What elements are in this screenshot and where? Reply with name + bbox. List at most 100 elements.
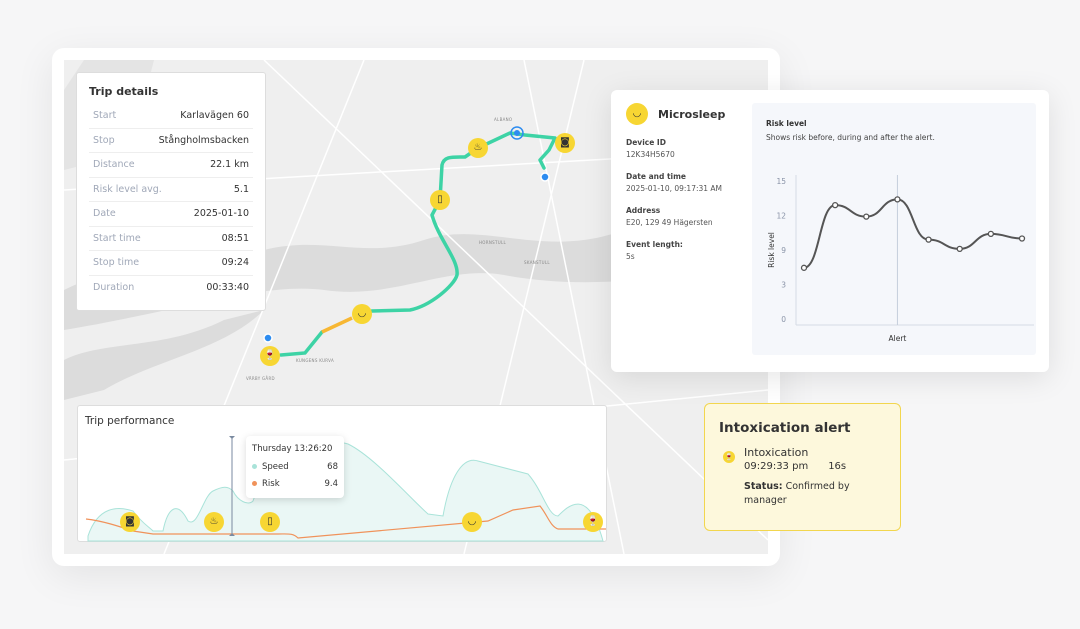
risk-panel-title: Risk level bbox=[766, 119, 807, 128]
risk-data-point bbox=[800, 264, 808, 271]
trip-detail-row: Stop time 09:24 bbox=[89, 251, 253, 276]
current-location-icon bbox=[510, 126, 524, 140]
row-label: Stop bbox=[93, 134, 115, 146]
camera-blocked-icon[interactable]: ◙ bbox=[120, 512, 140, 532]
field-label: Date and time bbox=[626, 172, 687, 181]
row-value: 22.1 km bbox=[210, 159, 249, 171]
field-label: Device ID bbox=[626, 138, 666, 147]
row-value: 09:24 bbox=[221, 257, 249, 269]
y-axis-label: Risk level bbox=[767, 232, 776, 268]
field-value: 12K34H5670 bbox=[626, 150, 675, 159]
speed-value: 68 bbox=[327, 462, 338, 472]
row-label: Distance bbox=[93, 159, 135, 171]
field-value: E20, 129 49 Hägersten bbox=[626, 218, 713, 227]
y-tick-label: 12 bbox=[776, 212, 786, 221]
y-tick-label: 9 bbox=[781, 246, 786, 255]
event-duration: 16s bbox=[828, 461, 847, 472]
route-risk-segment bbox=[321, 316, 353, 334]
smoking-icon[interactable]: ♨ bbox=[468, 138, 488, 158]
row-label: Start bbox=[93, 110, 117, 122]
row-label: Stop time bbox=[93, 257, 140, 269]
row-label: Start time bbox=[93, 232, 141, 244]
status-label: Status: bbox=[744, 481, 783, 492]
row-value: 00:33:40 bbox=[206, 282, 249, 294]
trip-detail-row: Risk level avg. 5.1 bbox=[89, 178, 253, 202]
row-label: Date bbox=[93, 208, 116, 220]
row-value: 2025-01-10 bbox=[193, 208, 249, 220]
smoking-icon[interactable]: ♨ bbox=[204, 512, 224, 532]
trip-detail-row: Duration 00:33:40 bbox=[89, 276, 253, 301]
risk-data-point bbox=[894, 196, 901, 203]
route-main bbox=[370, 131, 557, 313]
risk-data-point bbox=[1018, 235, 1026, 242]
cursor-line bbox=[229, 436, 235, 536]
trip-detail-row: Start Karlavägen 60 bbox=[89, 104, 253, 129]
risk-level-panel: Risk level Shows risk before, during and… bbox=[752, 103, 1036, 355]
risk-data-point bbox=[956, 245, 963, 253]
speed-area bbox=[87, 441, 604, 542]
end-point bbox=[540, 172, 550, 182]
map-label: SKANSTULL bbox=[524, 260, 550, 265]
intoxication-alert-card: Intoxication alert 🍷 Intoxication 09:29:… bbox=[704, 403, 901, 531]
route-start-segment bbox=[279, 330, 324, 357]
speed-label: Speed bbox=[262, 462, 289, 472]
microsleep-card: ◡ Microsleep Device ID 12K34H5670 Date and … bbox=[611, 90, 1049, 372]
trip-detail-row: Start time 08:51 bbox=[89, 227, 253, 251]
speed-legend-dot bbox=[252, 464, 257, 469]
detail-field: Event length: 5s bbox=[626, 240, 683, 261]
trip-performance-panel: Trip performance ◙ ♨ ▯ ◡ 🍷 Thursday 13:2… bbox=[77, 405, 607, 542]
detail-field: Date and time 2025-01-10, 09:17:31 AM bbox=[626, 172, 722, 193]
trip-performance-title: Trip performance bbox=[85, 415, 175, 427]
risk-level-chart: 0 3 9 12 15 Risk level Alert bbox=[767, 175, 1034, 343]
status-value: Confirmed by manager bbox=[744, 481, 850, 507]
risk-panel-subtitle: Shows risk before, during and after the … bbox=[766, 133, 935, 142]
tooltip-time: Thursday 13:26:20 bbox=[252, 444, 333, 454]
x-axis-label: Alert bbox=[888, 334, 906, 343]
trip-details-panel: Trip details Start Karlavägen 60 Stop Stång… bbox=[76, 72, 266, 311]
map-label: VÄRBY GÅRD bbox=[246, 376, 275, 381]
trip-details-title: Trip details bbox=[89, 85, 159, 98]
intoxication-icon[interactable]: 🍷 bbox=[583, 512, 603, 532]
microsleep-title: Microsleep bbox=[658, 107, 726, 121]
event-time: 09:29:33 pm bbox=[744, 461, 809, 472]
map-label: HORNSTULL bbox=[479, 240, 506, 245]
risk-legend-dot bbox=[252, 481, 257, 486]
camera-blocked-icon[interactable]: ◙ bbox=[555, 133, 575, 153]
phone-icon[interactable]: ▯ bbox=[260, 512, 280, 532]
chart-tooltip: Thursday 13:26:20 Speed 68 Risk 9.4 bbox=[246, 436, 344, 498]
risk-value: 9.4 bbox=[324, 479, 338, 489]
risk-data-point bbox=[925, 236, 932, 243]
microsleep-icon[interactable]: ◡ bbox=[462, 512, 482, 532]
row-value: 08:51 bbox=[221, 232, 249, 244]
row-label: Risk level avg. bbox=[93, 183, 162, 195]
risk-data-point bbox=[987, 230, 995, 238]
microsleep-icon: ◡ bbox=[626, 103, 648, 125]
risk-label: Risk bbox=[262, 479, 280, 489]
intoxication-icon: 🍷 bbox=[723, 451, 735, 463]
row-value: Karlavägen 60 bbox=[180, 110, 249, 122]
trip-detail-row: Stop Stångholmsbacken bbox=[89, 129, 253, 153]
field-value: 5s bbox=[626, 252, 635, 261]
risk-data-point bbox=[831, 202, 839, 209]
row-label: Duration bbox=[93, 282, 135, 294]
row-value: 5.1 bbox=[233, 183, 249, 195]
field-label: Address bbox=[626, 206, 661, 215]
map-label: KUNGENS KURVA bbox=[296, 358, 334, 363]
y-tick-label: 15 bbox=[776, 177, 786, 186]
risk-line bbox=[85, 505, 606, 539]
intoxication-alert-title: Intoxication alert bbox=[719, 420, 851, 436]
start-point bbox=[263, 333, 273, 343]
y-tick-label: 0 bbox=[781, 315, 786, 324]
detail-field: Device ID 12K34H5670 bbox=[626, 138, 675, 159]
detail-field: Address E20, 129 49 Hägersten bbox=[626, 206, 713, 227]
y-tick-label: 3 bbox=[781, 281, 786, 290]
phone-icon[interactable]: ▯ bbox=[430, 190, 450, 210]
microsleep-icon[interactable]: ◡ bbox=[352, 304, 372, 324]
intoxication-icon[interactable]: 🍷 bbox=[260, 346, 280, 366]
row-value: Stångholmsbacken bbox=[158, 134, 249, 146]
trip-detail-row: Distance 22.1 km bbox=[89, 153, 253, 178]
event-name: Intoxication bbox=[744, 446, 809, 459]
map-label: ALBANO bbox=[494, 117, 513, 122]
risk-data-point bbox=[863, 213, 870, 220]
field-label: Event length: bbox=[626, 240, 683, 249]
